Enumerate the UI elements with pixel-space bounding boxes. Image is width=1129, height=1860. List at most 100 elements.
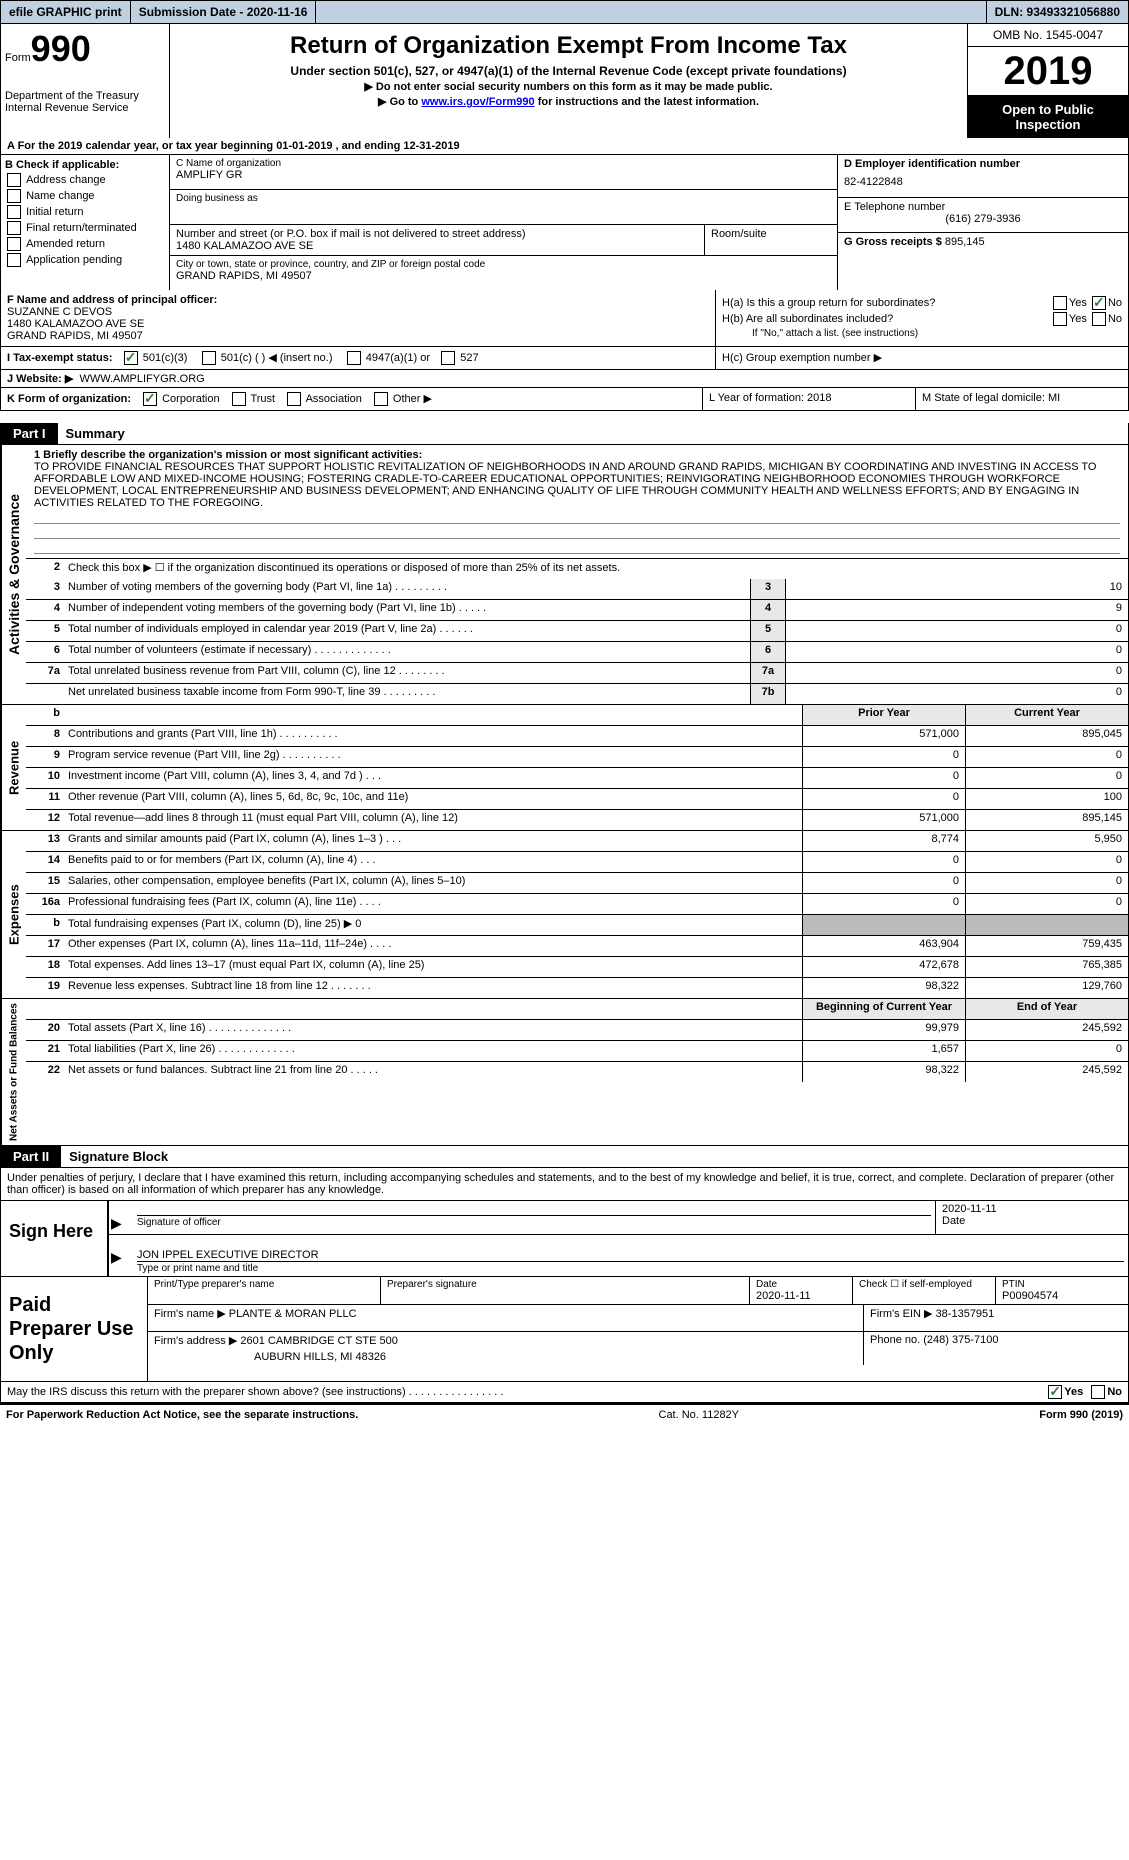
mission-text: TO PROVIDE FINANCIAL RESOURCES THAT SUPP… bbox=[34, 461, 1120, 509]
section-fh: F Name and address of principal officer:… bbox=[0, 290, 1129, 347]
org-name-cell: C Name of organization AMPLIFY GR bbox=[170, 155, 837, 190]
may-discuss: May the IRS discuss this return with the… bbox=[0, 1382, 1129, 1403]
gross-receipts: 895,145 bbox=[945, 236, 985, 248]
street: 1480 KALAMAZOO AVE SE bbox=[176, 240, 698, 252]
chk-initial: Initial return bbox=[5, 205, 165, 219]
part1-header: Part I Summary bbox=[0, 423, 1129, 445]
cat-no: Cat. No. 11282Y bbox=[358, 1409, 1039, 1421]
na-line: 20Total assets (Part X, line 16) . . . .… bbox=[26, 1020, 1128, 1041]
header-right: OMB No. 1545-0047 2019 Open to Public In… bbox=[968, 24, 1128, 138]
group-return: H(a) Is this a group return for subordin… bbox=[716, 290, 1128, 346]
form-title: Return of Organization Exempt From Incom… bbox=[178, 32, 959, 60]
form-subtitle: Under section 501(c), 527, or 4947(a)(1)… bbox=[178, 64, 959, 78]
irs-link[interactable]: www.irs.gov/Form990 bbox=[421, 96, 534, 108]
exp-line: 14Benefits paid to or for members (Part … bbox=[26, 852, 1128, 873]
chk-amended: Amended return bbox=[5, 237, 165, 251]
gov-line: 3Number of voting members of the governi… bbox=[26, 579, 1128, 600]
gov-line: 4Number of independent voting members of… bbox=[26, 600, 1128, 621]
expenses-section: Expenses 13Grants and similar amounts pa… bbox=[0, 831, 1129, 999]
phone-cell: E Telephone number (616) 279-3936 bbox=[838, 198, 1128, 233]
chk-pending: Application pending bbox=[5, 253, 165, 267]
vlabel-exp: Expenses bbox=[1, 831, 26, 998]
exp-line: 13Grants and similar amounts paid (Part … bbox=[26, 831, 1128, 852]
chk-final: Final return/terminated bbox=[5, 221, 165, 235]
netassets-section: Net Assets or Fund Balances Beginning of… bbox=[0, 999, 1129, 1146]
header-middle: Return of Organization Exempt From Incom… bbox=[170, 24, 968, 138]
tax-exempt-status: I Tax-exempt status: 501(c)(3) 501(c) ( … bbox=[1, 347, 716, 369]
exp-line: 16aProfessional fundraising fees (Part I… bbox=[26, 894, 1128, 915]
sign-here: Sign Here ▶ Signature of officer 2020-11… bbox=[0, 1201, 1129, 1277]
row-i: I Tax-exempt status: 501(c)(3) 501(c) ( … bbox=[0, 347, 1129, 370]
ein: 82-4122848 bbox=[844, 170, 1122, 194]
form-of-org: K Form of organization: Corporation Trus… bbox=[1, 388, 703, 410]
note-ssn: ▶ Do not enter social security numbers o… bbox=[178, 80, 959, 93]
top-bar: efile GRAPHIC print Submission Date - 20… bbox=[0, 0, 1129, 24]
open-to-public: Open to Public Inspection bbox=[968, 96, 1128, 138]
dln: DLN: 93493321056880 bbox=[986, 1, 1128, 23]
vlabel-rev: Revenue bbox=[1, 705, 26, 830]
gross-cell: G Gross receipts $ 895,145 bbox=[838, 233, 1128, 267]
section-bcd: B Check if applicable: Address change Na… bbox=[0, 155, 1129, 290]
gov-line: 2Check this box ▶ ☐ if the organization … bbox=[26, 559, 1128, 579]
city: GRAND RAPIDS, MI 49507 bbox=[176, 270, 831, 282]
gov-line: Net unrelated business taxable income fr… bbox=[26, 684, 1128, 704]
rev-line: 10Investment income (Part VIII, column (… bbox=[26, 768, 1128, 789]
form-number: 990 bbox=[31, 28, 91, 69]
street-cell: Number and street (or P.O. box if mail i… bbox=[170, 225, 705, 255]
vlabel-na: Net Assets or Fund Balances bbox=[1, 999, 26, 1145]
gov-line: 5Total number of individuals employed in… bbox=[26, 621, 1128, 642]
vlabel-gov: Activities & Governance bbox=[1, 445, 26, 704]
rev-line: 11Other revenue (Part VIII, column (A), … bbox=[26, 789, 1128, 810]
sig-declaration: Under penalties of perjury, I declare th… bbox=[0, 1168, 1129, 1201]
note-link: ▶ Go to www.irs.gov/Form990 for instruct… bbox=[178, 95, 959, 108]
city-cell: City or town, state or province, country… bbox=[170, 256, 837, 290]
form-header: Form990 Department of the Treasury Inter… bbox=[0, 24, 1129, 138]
exp-line: 19Revenue less expenses. Subtract line 1… bbox=[26, 978, 1128, 998]
row-j-website: J Website: ▶ WWW.AMPLIFYGR.ORG bbox=[0, 370, 1129, 388]
ein-cell: D Employer identification number 82-4122… bbox=[838, 155, 1128, 198]
room-cell: Room/suite bbox=[705, 225, 837, 255]
activities-governance: Activities & Governance 1 Briefly descri… bbox=[0, 445, 1129, 705]
header-left: Form990 Department of the Treasury Inter… bbox=[1, 24, 170, 138]
phone: (616) 279-3936 bbox=[844, 213, 1122, 225]
mission: 1 Briefly describe the organization's mi… bbox=[26, 445, 1128, 559]
signer-name: JON IPPEL EXECUTIVE DIRECTOR bbox=[137, 1249, 319, 1261]
exp-line: 17Other expenses (Part IX, column (A), l… bbox=[26, 936, 1128, 957]
b-label: B Check if applicable: bbox=[5, 159, 165, 171]
revenue-section: Revenue b Prior Year Current Year 8Contr… bbox=[0, 705, 1129, 831]
na-line: 21Total liabilities (Part X, line 26) . … bbox=[26, 1041, 1128, 1062]
paperwork-notice: For Paperwork Reduction Act Notice, see … bbox=[6, 1409, 358, 1421]
form-ref: Form 990 (2019) bbox=[1039, 1409, 1123, 1421]
form-label: Form bbox=[5, 52, 31, 64]
row-a-year-range: A For the 2019 calendar year, or tax yea… bbox=[0, 138, 1129, 155]
gov-line: 7aTotal unrelated business revenue from … bbox=[26, 663, 1128, 684]
efile-label: efile GRAPHIC print bbox=[1, 1, 131, 23]
gov-line: 6Total number of volunteers (estimate if… bbox=[26, 642, 1128, 663]
org-name: AMPLIFY GR bbox=[176, 169, 831, 181]
omb-number: OMB No. 1545-0047 bbox=[968, 24, 1128, 47]
part2-header: Part II Signature Block bbox=[0, 1146, 1129, 1168]
na-header: Beginning of Current Year End of Year bbox=[26, 999, 1128, 1020]
rev-line: 12Total revenue—add lines 8 through 11 (… bbox=[26, 810, 1128, 830]
exp-line: 18Total expenses. Add lines 13–17 (must … bbox=[26, 957, 1128, 978]
chk-name: Name change bbox=[5, 189, 165, 203]
tax-year: 2019 bbox=[968, 47, 1128, 96]
submission-date: Submission Date - 2020-11-16 bbox=[131, 1, 317, 23]
exp-line: 15Salaries, other compensation, employee… bbox=[26, 873, 1128, 894]
rev-header: b Prior Year Current Year bbox=[26, 705, 1128, 726]
dba-cell: Doing business as bbox=[170, 190, 837, 225]
group-exemption: H(c) Group exemption number ▶ bbox=[716, 347, 1128, 369]
state-domicile: M State of legal domicile: MI bbox=[916, 388, 1128, 410]
col-c-org: C Name of organization AMPLIFY GR Doing … bbox=[170, 155, 838, 290]
row-k: K Form of organization: Corporation Trus… bbox=[0, 388, 1129, 411]
col-b-checkboxes: B Check if applicable: Address change Na… bbox=[1, 155, 170, 290]
col-d: D Employer identification number 82-4122… bbox=[838, 155, 1128, 290]
paid-preparer: Paid Preparer Use Only Print/Type prepar… bbox=[0, 1277, 1129, 1382]
rev-line: 9Program service revenue (Part VIII, lin… bbox=[26, 747, 1128, 768]
rev-line: 8Contributions and grants (Part VIII, li… bbox=[26, 726, 1128, 747]
department: Department of the Treasury Internal Reve… bbox=[5, 90, 165, 114]
footer: For Paperwork Reduction Act Notice, see … bbox=[0, 1403, 1129, 1425]
year-formation: L Year of formation: 2018 bbox=[703, 388, 916, 410]
chk-address: Address change bbox=[5, 173, 165, 187]
website: WWW.AMPLIFYGR.ORG bbox=[79, 373, 204, 385]
